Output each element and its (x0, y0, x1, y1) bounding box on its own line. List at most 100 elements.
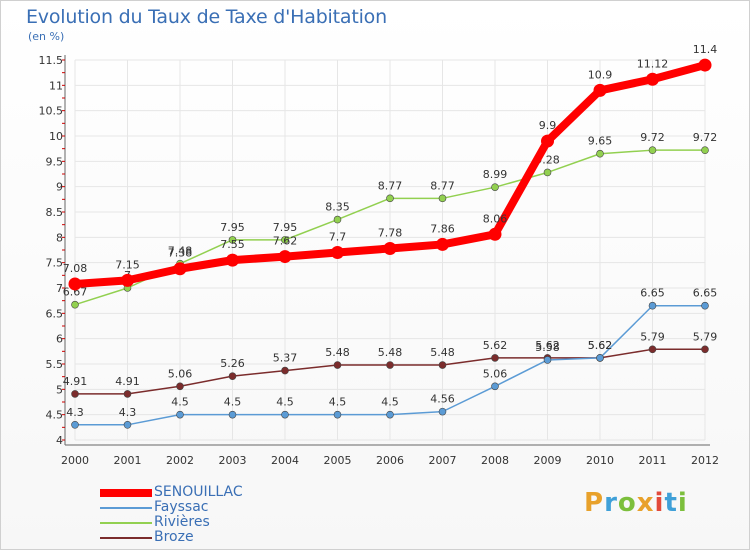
data-point (176, 410, 184, 419)
data-point (436, 237, 449, 251)
data-point (333, 361, 342, 369)
data-point (541, 134, 554, 148)
data-point (386, 194, 394, 203)
data-label: 11.12 (637, 57, 669, 70)
legend-swatch-senouillac (100, 489, 152, 497)
y-tick-label: 7 (56, 282, 63, 295)
data-point (333, 215, 342, 224)
y-tick-label: 6.5 (46, 307, 64, 320)
data-label: 8.99 (483, 168, 508, 181)
data-label: 4.56 (430, 393, 455, 406)
data-point (488, 227, 502, 241)
logo-letter: i (677, 488, 688, 518)
data-point (173, 262, 187, 276)
data-point (543, 168, 552, 177)
data-point (278, 250, 292, 264)
legend-swatch-fayssac (100, 507, 152, 509)
data-point (596, 354, 604, 362)
data-label: 5.48 (430, 346, 455, 359)
data-label: 7.08 (63, 262, 88, 275)
data-point (491, 183, 499, 191)
data-point (68, 277, 82, 291)
data-label: 9.9 (539, 119, 557, 132)
x-tick-label: 2000 (61, 454, 89, 467)
data-label: 5.06 (168, 367, 193, 380)
legend-swatch-broze (100, 537, 152, 539)
data-label: 7.15 (115, 258, 140, 271)
data-label: 8.35 (325, 201, 350, 214)
data-label: 5.62 (588, 339, 613, 352)
y-tick-label: 7.5 (46, 257, 64, 270)
data-label: 7.95 (273, 221, 298, 234)
y-tick-label: 10.5 (39, 105, 64, 118)
data-label: 4.3 (66, 406, 84, 419)
x-tick-label: 2001 (114, 454, 142, 467)
x-tick-label: 2002 (166, 454, 194, 467)
legend-item-rivieres[interactable]: Rivières (100, 515, 340, 530)
data-label: 5.58 (535, 341, 560, 354)
data-label: 5.37 (273, 352, 298, 365)
data-point (71, 300, 79, 309)
y-tick-label: 6 (56, 333, 63, 346)
data-point (438, 194, 447, 203)
logo-letter: i (654, 488, 665, 518)
data-label: 7.95 (220, 221, 245, 234)
x-tick-label: 2011 (639, 454, 667, 467)
x-tick-label: 2008 (481, 454, 509, 467)
legend-label-senouillac: SENOUILLAC (154, 484, 243, 500)
legend-label-fayssac: Fayssac (154, 499, 209, 515)
data-label: 4.91 (115, 375, 140, 388)
x-tick-label: 2010 (586, 454, 614, 467)
data-label: 4.5 (276, 396, 294, 409)
data-point (701, 301, 709, 310)
data-label: 7.86 (430, 222, 455, 235)
y-tick-label: 8.5 (46, 206, 64, 219)
data-point (386, 410, 394, 419)
y-tick-label: 5 (56, 383, 63, 396)
legend-label-broze: Broze (154, 529, 194, 545)
data-point (383, 241, 397, 255)
data-point (491, 382, 499, 391)
x-tick-label: 2009 (534, 454, 562, 467)
legend-item-senouillac[interactable]: SENOUILLAC (100, 485, 340, 500)
chart-title: Evolution du Taux de Taxe d'Habitation (26, 6, 387, 28)
y-tick-label: 9.5 (46, 155, 64, 168)
data-point (281, 366, 289, 375)
legend-item-fayssac[interactable]: Fayssac (100, 500, 340, 515)
data-label: 4.91 (63, 375, 88, 388)
data-point (123, 420, 132, 429)
data-point (543, 356, 552, 364)
legend-item-broze[interactable]: Broze (100, 530, 340, 545)
data-label: 8.77 (430, 179, 455, 192)
data-label: 5.06 (483, 367, 508, 380)
data-label: 7.38 (168, 247, 193, 260)
data-point (228, 372, 237, 380)
data-label: 5.79 (693, 330, 718, 343)
data-label: 6.65 (693, 287, 718, 300)
y-tick-label: 10 (49, 130, 63, 143)
data-point (331, 246, 344, 260)
data-label: 6.65 (640, 287, 665, 300)
chart-subtitle: (en %) (28, 30, 65, 43)
data-label: 6.67 (63, 286, 88, 299)
data-label: 4.3 (119, 406, 137, 419)
data-label: 10.9 (588, 68, 613, 81)
data-label: 7.78 (378, 226, 403, 239)
logo-letter: o (617, 488, 637, 518)
proxiti-logo[interactable]: Proxiti (584, 488, 688, 518)
data-label: 7.48 (168, 245, 193, 258)
legend: SENOUILLAC Fayssac Rivières Broze (100, 485, 340, 545)
data-label: 4.5 (171, 396, 189, 409)
data-label: 5.62 (588, 339, 613, 352)
y-tick-label: 8 (56, 231, 63, 244)
data-point (701, 146, 709, 154)
y-tick-label: 4.5 (46, 409, 64, 422)
data-label: 9.72 (693, 131, 718, 144)
data-label: 5.62 (535, 339, 560, 352)
data-label: 7.55 (220, 238, 245, 251)
data-label: 11.4 (693, 43, 718, 56)
data-label: 5.62 (483, 339, 508, 352)
logo-letter: P (584, 488, 605, 518)
x-tick-label: 2007 (429, 454, 457, 467)
